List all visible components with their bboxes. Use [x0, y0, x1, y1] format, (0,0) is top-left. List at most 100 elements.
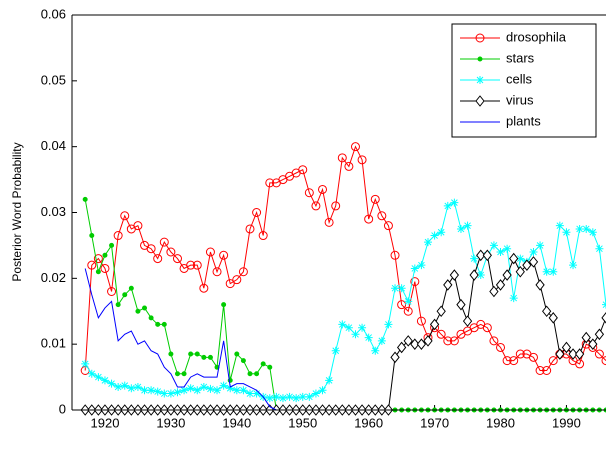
marker: [417, 261, 426, 270]
marker: [443, 279, 453, 291]
marker: [285, 392, 294, 401]
marker: [548, 312, 558, 324]
y-axis-label: Posterior Word Probability: [10, 142, 24, 281]
marker: [377, 211, 387, 221]
series-line: [84, 145, 606, 371]
marker: [258, 231, 268, 241]
legend-label: drosophila: [506, 29, 567, 44]
marker: [148, 315, 154, 321]
marker: [509, 252, 519, 265]
marker: [133, 382, 142, 391]
marker: [142, 305, 148, 311]
marker: [133, 221, 143, 231]
marker: [245, 224, 255, 234]
marker: [120, 381, 129, 390]
marker: [100, 263, 110, 273]
marker: [476, 76, 484, 84]
marker: [115, 302, 121, 308]
legend-label: cells: [506, 71, 533, 86]
marker: [305, 392, 314, 401]
marker: [201, 354, 207, 360]
marker: [403, 335, 413, 347]
marker: [232, 386, 241, 395]
marker: [160, 389, 169, 398]
marker: [199, 382, 208, 391]
marker: [113, 231, 123, 241]
marker: [298, 165, 308, 175]
marker: [318, 184, 328, 194]
marker: [94, 373, 103, 382]
x-tick-label: 1960: [354, 415, 383, 430]
legend: drosophila stars cells virus plants: [451, 23, 597, 138]
marker: [173, 388, 182, 397]
marker: [377, 336, 386, 345]
marker: [122, 292, 128, 298]
marker: [260, 361, 266, 367]
marker: [331, 201, 341, 211]
marker: [575, 224, 584, 233]
marker: [298, 392, 307, 401]
legend-label: virus: [506, 92, 534, 107]
marker: [213, 386, 222, 395]
x-tick-label: 1930: [156, 415, 185, 430]
marker: [107, 379, 116, 388]
marker: [496, 342, 506, 352]
x-tick-label: 1940: [222, 415, 251, 430]
marker: [469, 269, 479, 281]
marker: [240, 358, 246, 364]
marker: [482, 249, 492, 262]
marker: [410, 277, 420, 287]
marker: [338, 320, 347, 329]
marker: [174, 371, 180, 377]
marker: [120, 211, 130, 221]
marker: [594, 349, 604, 359]
marker: [528, 352, 538, 362]
marker: [430, 231, 439, 240]
marker: [358, 323, 367, 332]
marker: [166, 247, 176, 257]
marker: [95, 269, 101, 275]
marker: [555, 348, 565, 360]
marker: [272, 392, 281, 401]
marker: [232, 275, 242, 285]
marker: [155, 321, 161, 327]
marker: [582, 224, 591, 233]
marker: [325, 376, 334, 385]
marker: [476, 249, 486, 262]
marker: [456, 224, 465, 233]
marker: [304, 188, 314, 198]
marker: [449, 336, 459, 346]
marker: [102, 252, 108, 258]
marker: [146, 244, 156, 254]
marker: [153, 387, 162, 396]
marker: [93, 254, 103, 264]
marker: [246, 389, 254, 398]
marker: [503, 244, 512, 253]
marker: [278, 394, 287, 403]
marker: [475, 33, 485, 43]
marker: [82, 196, 88, 202]
marker: [311, 201, 321, 211]
marker: [265, 394, 274, 403]
marker: [594, 328, 605, 341]
marker: [509, 294, 518, 303]
marker: [89, 233, 95, 239]
y-tick-label: 0.04: [41, 138, 66, 153]
marker: [574, 348, 585, 360]
series-layer: [80, 142, 606, 416]
marker: [410, 264, 419, 273]
marker: [265, 178, 275, 188]
marker: [443, 336, 453, 346]
marker: [344, 323, 353, 332]
marker: [535, 366, 545, 375]
legend-label: stars: [506, 50, 535, 65]
x-tick-label: 1920: [91, 415, 120, 430]
marker: [588, 338, 598, 350]
marker: [357, 155, 367, 165]
marker: [475, 95, 485, 107]
marker: [225, 279, 235, 289]
marker: [180, 386, 189, 395]
marker: [206, 384, 215, 393]
marker: [226, 384, 235, 393]
